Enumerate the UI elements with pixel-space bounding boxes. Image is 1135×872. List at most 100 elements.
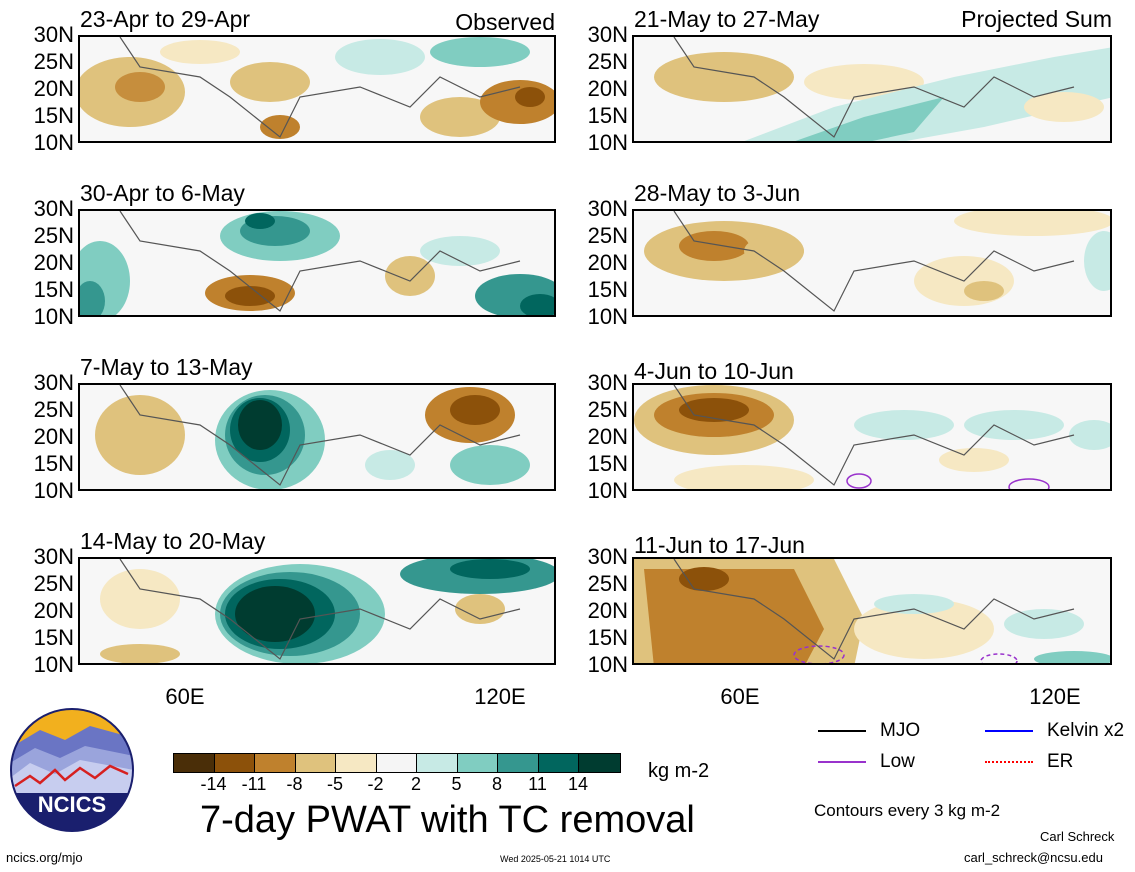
lat-label: 15N: [33, 103, 74, 128]
panel-title-3: 30-Apr to 6-May: [80, 180, 245, 206]
colorbar-tick-label: 2: [410, 774, 421, 794]
colorbar-units: kg m-2: [648, 760, 710, 782]
panel-tag-observed: Observed: [455, 9, 555, 35]
lat-label: 20N: [587, 424, 628, 449]
colorbar-segment: [336, 754, 377, 772]
legend-low: Low: [818, 751, 915, 773]
pwat-anomaly-map-7: [100, 559, 554, 663]
lat-label: 15N: [587, 451, 628, 476]
footer-email[interactable]: carl_schreck@ncsu.edu: [964, 850, 1103, 865]
pwat-anomaly-map-4: [644, 211, 1110, 312]
lat-label: 25N: [587, 397, 628, 422]
footer-author: Carl Schreck: [1040, 829, 1115, 844]
lat-label: 10N: [33, 304, 74, 329]
ncics-logo: NCICS: [10, 708, 134, 832]
lat-label: 20N: [587, 76, 628, 101]
lat-label: 20N: [33, 424, 74, 449]
colorbar-tick-label: -14: [200, 774, 227, 794]
lat-label: 25N: [33, 223, 74, 248]
lat-label: 30N: [33, 22, 74, 47]
legend-line-low: [818, 761, 866, 763]
panel-title-7: 14-May to 20-May: [80, 528, 266, 554]
pwat-anomaly-map-6: [634, 385, 1110, 489]
legend-mjo: MJO: [818, 720, 920, 742]
colorbar-segment: [457, 754, 498, 772]
lat-label: 10N: [587, 304, 628, 329]
lon-label-60e-left: 60E: [165, 684, 205, 709]
map-panel-5: [78, 383, 556, 491]
colorbar-tick-label: 11: [528, 774, 547, 794]
panel-title-5: 7-May to 13-May: [80, 354, 253, 380]
lat-label: 30N: [587, 22, 628, 47]
lat-label: 30N: [587, 370, 628, 395]
lat-label: 15N: [587, 277, 628, 302]
colorbar-tick-label: 8: [491, 774, 502, 794]
colorbar-segment: [538, 754, 579, 772]
panel-title-2: 21-May to 27-May: [634, 6, 820, 32]
legend-line-kelvin: [985, 730, 1033, 732]
pwat-anomaly-map-2: [654, 37, 1110, 141]
map-panel-8: [632, 557, 1112, 665]
colorbar-segment: [255, 754, 296, 772]
lat-label: 15N: [587, 103, 628, 128]
figure-title: 7-day PWAT with TC removal: [200, 799, 695, 841]
colorbar-tick-label: -8: [286, 774, 303, 794]
lat-label: 15N: [33, 625, 74, 650]
map-panel-3: [78, 209, 556, 317]
contour-interval-note: Contours every 3 kg m-2: [814, 801, 1001, 820]
lat-label: 25N: [587, 223, 628, 248]
lat-label: 20N: [33, 76, 74, 101]
lat-label: 15N: [587, 625, 628, 650]
lat-label: 25N: [33, 397, 74, 422]
lat-label: 20N: [587, 598, 628, 623]
legend-line-mjo: [818, 730, 866, 732]
legend-label-er: ER: [1047, 751, 1074, 772]
footer-url[interactable]: ncics.org/mjo: [6, 850, 83, 865]
lat-label: 20N: [587, 250, 628, 275]
lat-label: 25N: [587, 571, 628, 596]
colorbar-segment: [579, 754, 620, 772]
legend-label-low: Low: [880, 751, 915, 772]
map-panel-6: [632, 383, 1112, 491]
colorbar: [173, 753, 621, 773]
footer-timestamp: Wed 2025-05-21 1014 UTC: [500, 854, 611, 864]
colorbar-tick-label: -2: [367, 774, 384, 794]
lat-label: 25N: [33, 49, 74, 74]
lon-label-120e-left: 120E: [474, 684, 526, 709]
pwat-anomaly-map-8: [634, 559, 1110, 663]
legend-kelvin: Kelvin x2: [985, 720, 1124, 742]
panel-title-6: 4-Jun to 10-Jun: [634, 358, 794, 384]
lat-label: 30N: [587, 544, 628, 569]
panel-title-4: 28-May to 3-Jun: [634, 180, 801, 206]
lat-label: 30N: [587, 196, 628, 221]
logo-text: NCICS: [38, 792, 106, 817]
colorbar-tick-label: 5: [451, 774, 462, 794]
colorbar-segment: [174, 754, 215, 772]
pwat-anomaly-map-5: [95, 385, 530, 489]
pwat-anomaly-map-3: [80, 211, 554, 315]
map-panel-1: [78, 35, 556, 143]
legend-label-mjo: MJO: [880, 720, 921, 741]
lat-label: 15N: [33, 451, 74, 476]
lat-label: 20N: [33, 598, 74, 623]
lat-label: 10N: [587, 478, 628, 503]
legend-er: ER: [985, 751, 1073, 773]
colorbar-tick-label: -5: [326, 774, 343, 794]
colorbar-segment: [295, 754, 336, 772]
legend-label-kelvin: Kelvin x2: [1047, 720, 1125, 741]
map-panel-4: [632, 209, 1112, 317]
colorbar-tick-label: 14: [567, 774, 589, 794]
lat-label: 30N: [33, 544, 74, 569]
lat-label: 25N: [33, 571, 74, 596]
lat-label: 10N: [33, 652, 74, 677]
map-panel-2: [632, 35, 1112, 143]
lat-label: 10N: [587, 652, 628, 677]
lat-label: 30N: [33, 196, 74, 221]
lat-label: 15N: [33, 277, 74, 302]
legend-line-er: [985, 761, 1033, 763]
colorbar-segment: [417, 754, 458, 772]
lat-label: 10N: [33, 130, 74, 155]
lon-label-60e-right: 60E: [720, 684, 760, 709]
lat-label: 10N: [33, 478, 74, 503]
colorbar-segment: [498, 754, 539, 772]
